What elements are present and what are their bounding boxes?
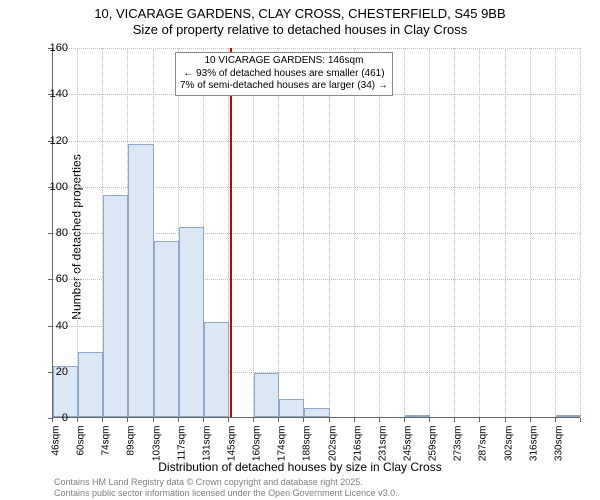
chart-footer: Contains HM Land Registry data © Crown c… [54, 477, 398, 498]
title-line-2: Size of property relative to detached ho… [0, 22, 600, 38]
grid-v [404, 48, 405, 417]
x-tick-mark [102, 418, 103, 422]
y-tick-mark [48, 233, 52, 234]
x-tick-mark [404, 418, 405, 422]
grid-v [505, 48, 506, 417]
annotation-line: 10 VICARAGE GARDENS: 146sqm [180, 55, 388, 68]
y-tick-mark [48, 279, 52, 280]
y-tick-mark [48, 326, 52, 327]
x-tick-mark [228, 418, 229, 422]
x-tick-mark [303, 418, 304, 422]
grid-v [303, 48, 304, 417]
annotation-line: 7% of semi-detached houses are larger (3… [180, 80, 388, 93]
grid-h [53, 48, 580, 49]
x-tick-mark [454, 418, 455, 422]
grid-v [530, 48, 531, 417]
y-tick-mark [48, 372, 52, 373]
x-tick-mark [505, 418, 506, 422]
grid-v [329, 48, 330, 417]
x-tick-mark [429, 418, 430, 422]
histogram-bar [204, 322, 229, 417]
histogram-bar [405, 415, 430, 417]
histogram-bar [179, 227, 204, 417]
chart-title: 10, VICARAGE GARDENS, CLAY CROSS, CHESTE… [0, 6, 600, 39]
x-tick-mark [127, 418, 128, 422]
grid-v [354, 48, 355, 417]
x-tick-mark [354, 418, 355, 422]
annotation-box: 10 VICARAGE GARDENS: 146sqm← 93% of deta… [175, 52, 393, 96]
histogram-bar [103, 195, 128, 417]
footer-line-2: Contains public sector information licen… [54, 488, 398, 498]
grid-v [454, 48, 455, 417]
annotation-line: ← 93% of detached houses are smaller (46… [180, 68, 388, 81]
x-tick-mark [278, 418, 279, 422]
x-tick-mark [253, 418, 254, 422]
histogram-bar [279, 399, 304, 418]
histogram-bar [556, 415, 581, 417]
x-tick-mark [203, 418, 204, 422]
x-tick-mark [555, 418, 556, 422]
x-tick-mark [580, 418, 581, 422]
x-tick-mark [329, 418, 330, 422]
footer-line-1: Contains HM Land Registry data © Crown c… [54, 477, 398, 487]
title-line-1: 10, VICARAGE GARDENS, CLAY CROSS, CHESTE… [0, 6, 600, 22]
grid-v [479, 48, 480, 417]
histogram-bar [154, 241, 179, 417]
histogram-bar [304, 408, 329, 417]
y-tick-mark [48, 187, 52, 188]
y-tick-mark [48, 141, 52, 142]
y-tick-mark [48, 94, 52, 95]
x-tick-mark [530, 418, 531, 422]
grid-v [580, 48, 581, 417]
grid-v [253, 48, 254, 417]
grid-h [53, 141, 580, 142]
grid-v [555, 48, 556, 417]
histogram-bar [128, 144, 153, 417]
x-tick-mark [178, 418, 179, 422]
histogram-bar [254, 373, 279, 417]
grid-v [379, 48, 380, 417]
x-tick-mark [379, 418, 380, 422]
histogram-bar [78, 352, 103, 417]
grid-v [278, 48, 279, 417]
plot-area: 10 VICARAGE GARDENS: 146sqm← 93% of deta… [52, 48, 580, 418]
histogram-chart: 10, VICARAGE GARDENS, CLAY CROSS, CHESTE… [0, 0, 600, 500]
x-tick-mark [153, 418, 154, 422]
reference-line [230, 48, 232, 417]
x-tick-mark [479, 418, 480, 422]
y-tick-mark [48, 48, 52, 49]
x-tick-mark [77, 418, 78, 422]
x-axis-title: Distribution of detached houses by size … [0, 460, 600, 474]
x-tick-mark [52, 418, 53, 422]
grid-v [429, 48, 430, 417]
